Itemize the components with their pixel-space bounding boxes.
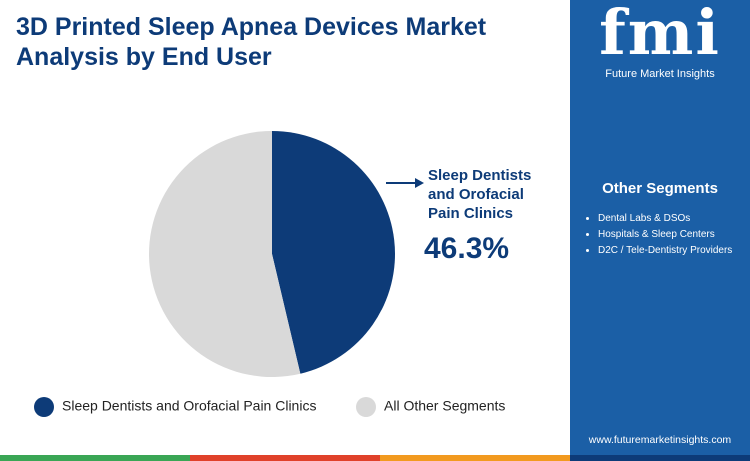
stripe xyxy=(570,455,750,461)
segment-list: Dental Labs & DSOs Hospitals & Sleep Cent… xyxy=(584,212,738,260)
legend-label: All Other Segments xyxy=(384,398,505,414)
segment-item: Hospitals & Sleep Centers xyxy=(598,228,738,242)
legend-marker xyxy=(356,397,376,417)
arrow-head xyxy=(415,178,424,188)
chart-title: 3D Printed Sleep Apnea Devices Market An… xyxy=(16,13,487,71)
segment-item: D2C / Tele-Dentistry Providers xyxy=(598,244,738,258)
logo: fmi xyxy=(599,0,721,69)
logo-text: Future Market Insights xyxy=(605,68,715,80)
stripe xyxy=(190,455,380,461)
annotation-label: Sleep Dentists and Orofacial Pain Clinic… xyxy=(428,167,532,222)
panel-heading: Other Segments xyxy=(602,180,718,197)
data-label: 46.3% xyxy=(424,232,510,265)
side-panel: fmi Future Market Insights Other Segment… xyxy=(570,0,750,455)
segment-item: Dental Labs & DSOs xyxy=(598,212,738,226)
legend-marker xyxy=(34,397,54,417)
stripe xyxy=(0,455,190,461)
legend-label: Sleep Dentists and Orofacial Pain Clinic… xyxy=(62,398,316,414)
website: www.futuremarketinsights.com xyxy=(588,434,732,446)
pie-slice xyxy=(272,131,395,374)
stripe xyxy=(380,455,570,461)
pie-slice xyxy=(149,131,301,377)
